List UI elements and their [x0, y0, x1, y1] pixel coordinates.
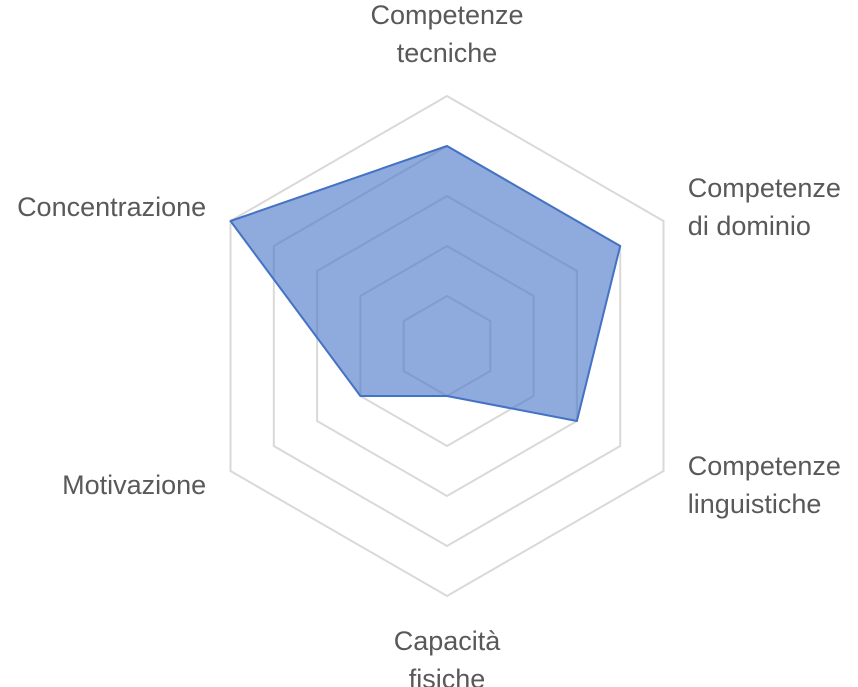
axis-label-line: Motivazione	[62, 470, 206, 500]
axis-label-4: Motivazione	[62, 470, 206, 500]
axis-label-line: linguistiche	[688, 489, 822, 519]
axis-label-line: fisiche	[409, 664, 486, 687]
axis-label-line: Capacità	[394, 626, 502, 656]
axis-label-line: di dominio	[688, 211, 811, 241]
axis-label-line: Competenze	[370, 0, 523, 30]
axis-label-0: Competenze tecniche	[370, 0, 523, 68]
axis-label-3: Capacità fisiche	[394, 626, 502, 687]
axis-label-5: Concentrazione	[17, 192, 206, 222]
axis-label-line: Competenze	[688, 451, 841, 481]
radar-series	[229, 145, 622, 422]
axis-label-line: Competenze	[688, 173, 841, 203]
axis-label-1: Competenze di dominio	[688, 173, 841, 241]
axis-label-line: tecniche	[397, 38, 498, 68]
axis-label-2: Competenze linguistiche	[688, 451, 841, 519]
series-area-0	[229, 145, 622, 422]
axis-label-line: Concentrazione	[17, 192, 206, 222]
